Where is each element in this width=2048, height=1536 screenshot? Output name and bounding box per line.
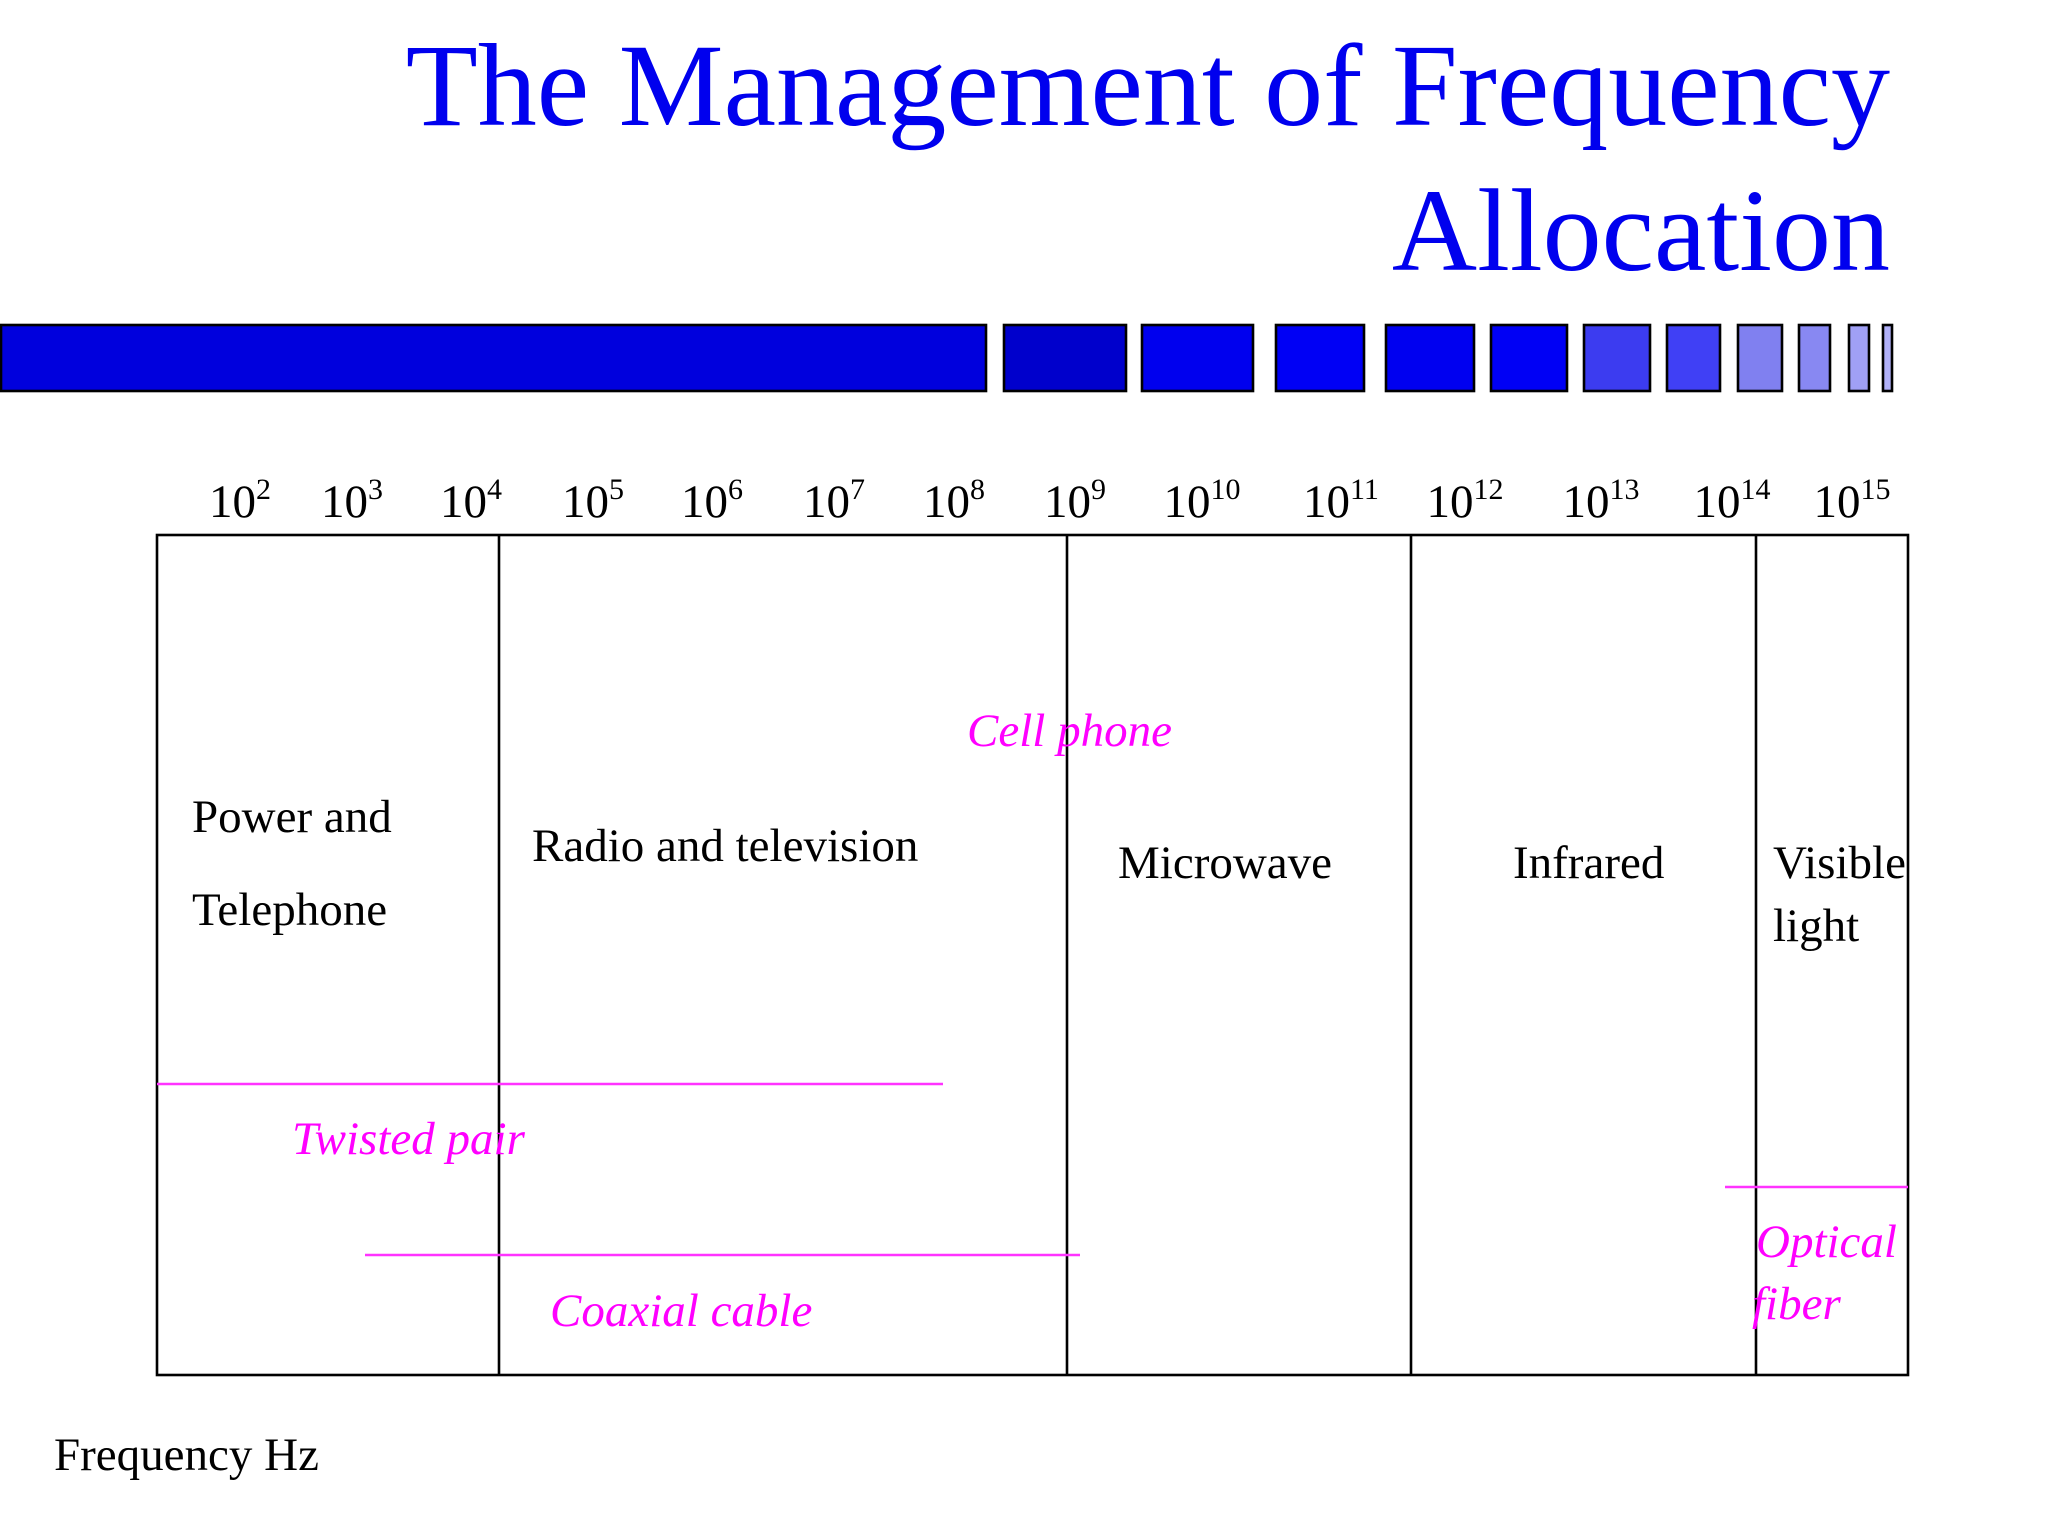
tick-label: 1014 (1694, 473, 1771, 528)
tick-exponent: 15 (1861, 473, 1891, 506)
bar-segment (0, 323, 988, 393)
band-label: Microwave (1118, 837, 1332, 889)
tick-exponent: 6 (728, 473, 743, 506)
media-label: Coaxial cable (550, 1285, 812, 1337)
bar-segment (1582, 323, 1652, 393)
tick-label: 1013 (1563, 473, 1640, 528)
tick-base: 10 (1563, 476, 1610, 528)
tick-exponent: 13 (1610, 473, 1640, 506)
tick-label: 102 (209, 473, 271, 528)
band-label: Power and (192, 791, 392, 843)
band-label: Radio and television (532, 820, 918, 872)
tick-exponent: 12 (1474, 473, 1504, 506)
bar-segment (1665, 323, 1722, 393)
bar-segment (1847, 323, 1871, 393)
bar-segment (1274, 323, 1366, 393)
media-label: Cell phone (967, 705, 1172, 757)
tick-base: 10 (562, 476, 609, 528)
bar-segment (1140, 323, 1255, 393)
title-line: Allocation (1392, 165, 1890, 296)
tick-label: 109 (1044, 473, 1106, 528)
tick-base: 10 (1814, 476, 1861, 528)
tick-base: 10 (1164, 476, 1211, 528)
band-label: Telephone (192, 884, 387, 936)
media-label: fiber (1752, 1278, 1841, 1330)
tick-exponent: 3 (368, 473, 383, 506)
tick-label: 1015 (1814, 473, 1891, 528)
tick-label: 107 (803, 473, 865, 528)
bar-segment (1489, 323, 1569, 393)
tick-base: 10 (681, 476, 728, 528)
tick-base: 10 (923, 476, 970, 528)
media-label: Optical (1756, 1216, 1897, 1268)
tick-exponent: 4 (487, 473, 502, 506)
bar-segment (1002, 323, 1128, 393)
tick-exponent: 11 (1350, 473, 1379, 506)
axis-label: Frequency Hz (54, 1429, 319, 1481)
tick-exponent: 5 (609, 473, 624, 506)
frequency-ticks: 102 103 104 105 106 107 108 109 1010 1011 1012 1013… (209, 473, 1891, 528)
tick-label: 108 (923, 473, 985, 528)
tick-label: 1010 (1164, 473, 1241, 528)
tick-exponent: 8 (970, 473, 985, 506)
tick-base: 10 (1303, 476, 1350, 528)
band-label: Infrared (1513, 837, 1664, 889)
media-label: Twisted pair (292, 1113, 526, 1165)
bar-segment (1797, 323, 1832, 393)
tick-label: 105 (562, 473, 624, 528)
tick-label: 1011 (1303, 473, 1379, 528)
tick-exponent: 14 (1741, 473, 1771, 506)
title-line: The Management of Frequency (406, 20, 1890, 151)
decorative-bar (0, 323, 1894, 393)
bar-segment (1881, 323, 1894, 393)
tick-base: 10 (1694, 476, 1741, 528)
tick-exponent: 10 (1211, 473, 1241, 506)
tick-base: 10 (1044, 476, 1091, 528)
tick-label: 104 (440, 473, 502, 528)
tick-label: 1012 (1427, 473, 1504, 528)
tick-base: 10 (803, 476, 850, 528)
tick-exponent: 2 (256, 473, 271, 506)
tick-label: 103 (321, 473, 383, 528)
spectrum-box (155, 533, 1910, 1377)
tick-exponent: 7 (850, 473, 865, 506)
tick-label: 106 (681, 473, 743, 528)
tick-base: 10 (321, 476, 368, 528)
band-label: Visible (1773, 837, 1906, 889)
bar-segment (1384, 323, 1476, 393)
tick-base: 10 (440, 476, 487, 528)
tick-base: 10 (209, 476, 256, 528)
bar-segment (1736, 323, 1784, 393)
band-label: light (1773, 900, 1859, 952)
tick-base: 10 (1427, 476, 1474, 528)
tick-exponent: 9 (1091, 473, 1106, 506)
